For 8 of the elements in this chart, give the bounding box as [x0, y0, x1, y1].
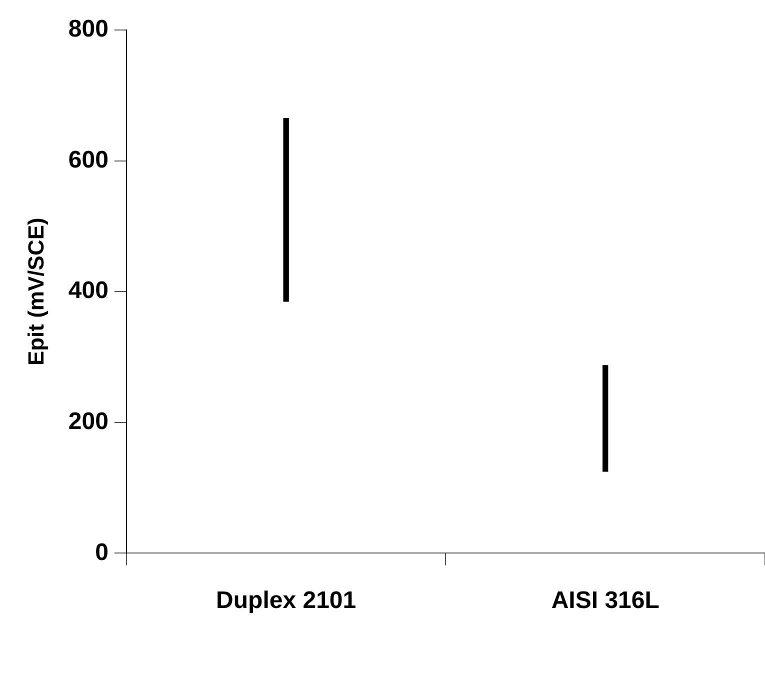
y-tick-label: 200	[68, 408, 108, 436]
x-tick-label: Duplex 2101	[216, 587, 356, 614]
y-tick-label: 600	[68, 146, 108, 174]
y-tick-label: 400	[68, 277, 108, 304]
y-axis-title: Epit (mV/SCE)	[23, 218, 48, 366]
x-tick-label: AISI 316L	[551, 587, 660, 614]
y-tick-label: 800	[68, 16, 108, 43]
y-tick-label: 0	[95, 538, 108, 566]
